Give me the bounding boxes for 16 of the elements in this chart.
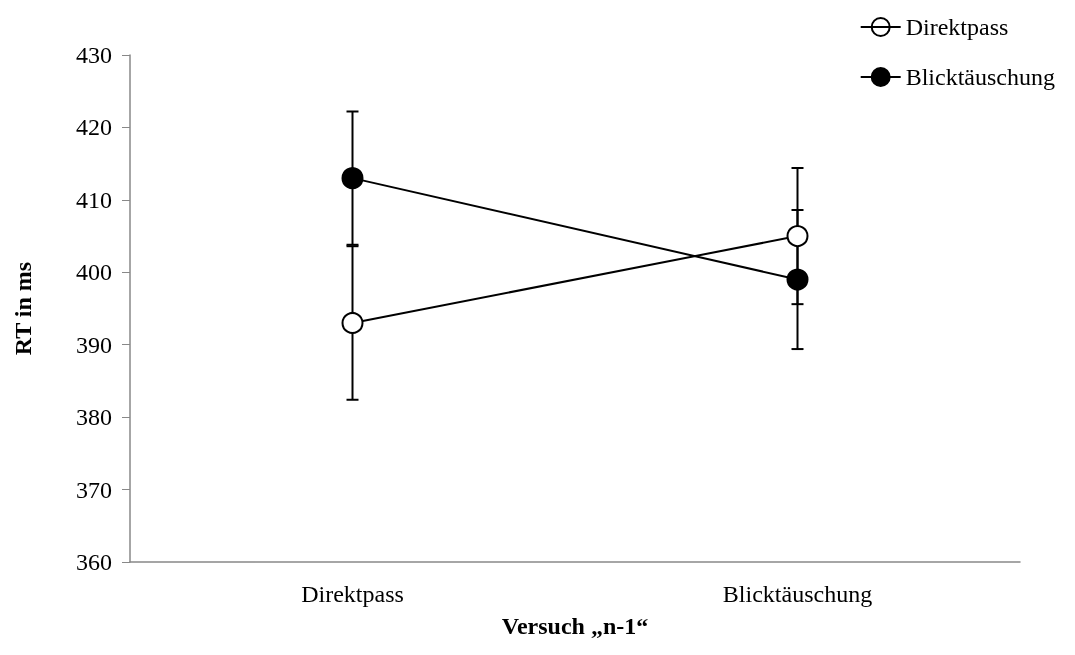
y-tick-label: 400 [76,259,112,286]
legend-label: Direktpass [905,14,1009,40]
y-tick-label: 370 [76,476,112,503]
point [341,311,364,334]
y-tick-label: 390 [76,331,112,358]
y-tick-label: 360 [76,549,112,575]
y-tick-label: 430 [76,42,112,68]
point [786,268,809,291]
x-axis-title: Versuch „n-1“ [501,613,649,639]
y-tick-label: 380 [76,404,112,431]
y-tick-label: 410 [76,186,112,213]
y-axis-title: RT in ms [10,261,36,356]
point [341,167,364,190]
legend-label: Blicktäuschung [905,64,1055,90]
point [786,225,809,248]
y-tick-label: 420 [76,114,112,141]
